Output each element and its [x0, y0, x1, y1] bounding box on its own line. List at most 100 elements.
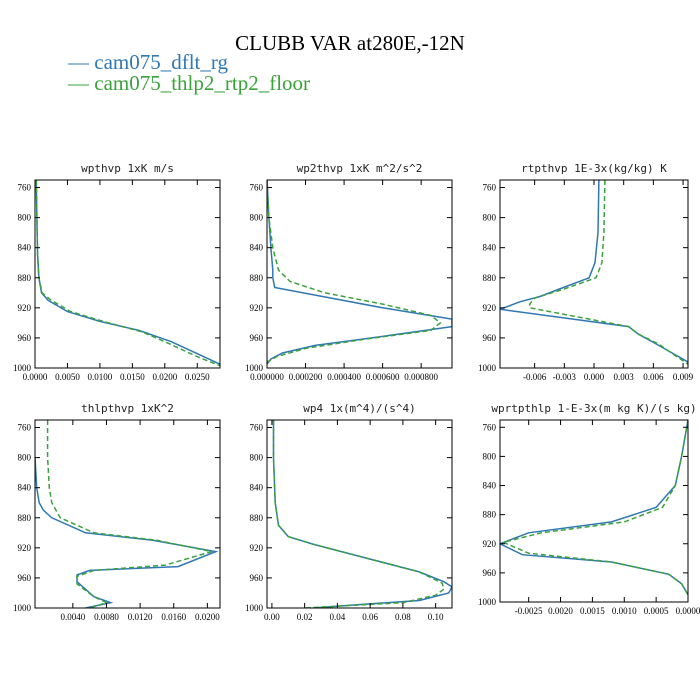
y-tick-label: 760	[250, 423, 264, 433]
y-tick-label: 840	[250, 243, 264, 253]
panel-title: thlpthvp 1xK^2	[81, 402, 174, 415]
series-line-2	[528, 180, 688, 365]
y-tick-label: 920	[18, 543, 32, 553]
panel-title: wprtpthlp 1-E-3x(m kg K)/(s kg)	[491, 402, 696, 415]
x-tick-label: 0.0150	[120, 372, 145, 382]
plot-frame	[499, 179, 689, 369]
panel-6: wprtpthlp 1-E-3x(m kg K)/(s kg) 760 800 840…	[478, 402, 700, 616]
panel-title: rtpthvp 1E-3x(kg/kg) K	[521, 162, 667, 175]
y-tick-label: 920	[250, 543, 264, 553]
x-tick-label: 0.0000	[676, 606, 700, 616]
y-tick-label: 1000	[245, 363, 264, 373]
plot-frame	[34, 419, 221, 609]
plot-frame	[266, 419, 453, 609]
x-tick-label: 0.0200	[152, 372, 177, 382]
x-tick-label: 0.0050	[55, 372, 80, 382]
panel-1: wpthvp 1xK m/s76080084088092096010000.00…	[13, 162, 221, 382]
y-tick-label: 800	[18, 213, 32, 223]
y-tick-label: 960	[483, 568, 497, 578]
y-tick-label: 760	[18, 183, 32, 193]
panel-3: rtpthvp 1E-3x(kg/kg) K 760 800 840 880 920 960…	[478, 162, 694, 382]
x-tick-label: 0.0080	[94, 612, 119, 622]
y-tick-label: 880	[18, 273, 32, 283]
figure-title: CLUBB VAR at280E,-12N	[235, 31, 465, 55]
y-tick-label: 840	[483, 481, 497, 491]
x-tick-label: 0.000000	[250, 372, 284, 382]
y-tick-label: 960	[18, 333, 32, 343]
y-tick-label: 880	[250, 513, 264, 523]
x-tick-label: 0.000800	[404, 372, 438, 382]
x-tick-label: -0.0025	[515, 606, 543, 616]
x-tick-label: 0.000600	[366, 372, 400, 382]
y-tick-label: 760	[250, 183, 264, 193]
x-tick-label: 0.02	[297, 612, 313, 622]
y-tick-label: 1000	[13, 363, 32, 373]
x-tick-label: 0.003	[614, 372, 635, 382]
x-tick-label: 0.000400	[327, 372, 361, 382]
y-tick-label: 800	[250, 213, 264, 223]
series-line-1	[500, 420, 688, 596]
y-tick-label: 800	[483, 213, 497, 223]
y-tick-label: 800	[250, 453, 264, 463]
series-line-1	[500, 180, 688, 363]
y-tick-label: 960	[483, 333, 497, 343]
y-tick-label: 1000	[478, 363, 497, 373]
series-line-2	[500, 420, 688, 596]
series-line-1	[35, 180, 220, 365]
y-tick-label: 840	[18, 483, 32, 493]
y-tick-label: 840	[250, 483, 264, 493]
y-tick-label: 880	[250, 273, 264, 283]
panel-5: wp4 1x(m^4)/(s^4)76080084088092096010000…	[245, 402, 453, 622]
legend-entry-2: — cam075_thlp2_rtp2_floor	[67, 71, 310, 95]
x-tick-label: 0.0250	[185, 372, 210, 382]
y-tick-label: 1000	[478, 597, 497, 607]
y-tick-label: 880	[18, 513, 32, 523]
y-tick-label: 920	[483, 303, 497, 313]
x-tick-label: 0.0005	[644, 606, 669, 616]
x-tick-label: 0.0160	[161, 612, 186, 622]
x-tick-label: -0.006	[523, 372, 547, 382]
plot-frame	[266, 179, 453, 369]
y-tick-label: 960	[18, 573, 32, 583]
y-tick-label: 760	[483, 422, 497, 432]
y-tick-label: 1000	[13, 603, 32, 613]
series-line-2	[267, 180, 442, 363]
x-tick-label: 0.0040	[60, 612, 85, 622]
y-tick-label: 960	[250, 573, 264, 583]
legend-entry-1: — cam075_dflt_rg	[67, 50, 229, 74]
series-line-1	[267, 180, 452, 365]
plot-frame	[499, 419, 689, 603]
x-tick-label: 0.06	[362, 612, 378, 622]
y-tick-label: 880	[483, 510, 497, 520]
y-tick-label: 760	[483, 183, 497, 193]
x-tick-label: 0.0020	[548, 606, 573, 616]
x-tick-label: 0.009	[673, 372, 694, 382]
y-tick-label: 1000	[245, 603, 264, 613]
y-tick-label: 760	[18, 423, 32, 433]
y-tick-label: 920	[483, 539, 497, 549]
x-tick-label: -0.003	[553, 372, 577, 382]
series-line-2	[272, 420, 445, 608]
panel-title: wp2thvp 1xK m^2/s^2	[297, 162, 423, 175]
panel-title: wp4 1x(m^4)/(s^4)	[303, 402, 416, 415]
x-tick-label: 0.0015	[580, 606, 605, 616]
x-tick-label: 0.10	[428, 612, 444, 622]
y-tick-label: 800	[483, 451, 497, 461]
x-tick-label: 0.006	[643, 372, 664, 382]
series-line-1	[35, 457, 219, 608]
series-line-2	[46, 420, 212, 608]
x-tick-label: 0.0100	[88, 372, 113, 382]
x-tick-label: 0.04	[330, 612, 346, 622]
y-tick-label: 840	[18, 243, 32, 253]
panel-2: wp2thvp 1xK m^2/s^2 760 800 840 880 920 960 100…	[245, 162, 453, 382]
x-tick-label: 0.0200	[195, 612, 220, 622]
x-tick-label: 0.000	[584, 372, 605, 382]
y-tick-label: 880	[483, 273, 497, 283]
y-tick-label: 800	[18, 453, 32, 463]
y-tick-label: 920	[250, 303, 264, 313]
panels: wpthvp 1xK m/s76080084088092096010000.00…	[13, 162, 700, 622]
x-tick-label: 0.0000	[23, 372, 48, 382]
x-tick-label: 0.00	[264, 612, 280, 622]
x-tick-label: 0.08	[395, 612, 411, 622]
